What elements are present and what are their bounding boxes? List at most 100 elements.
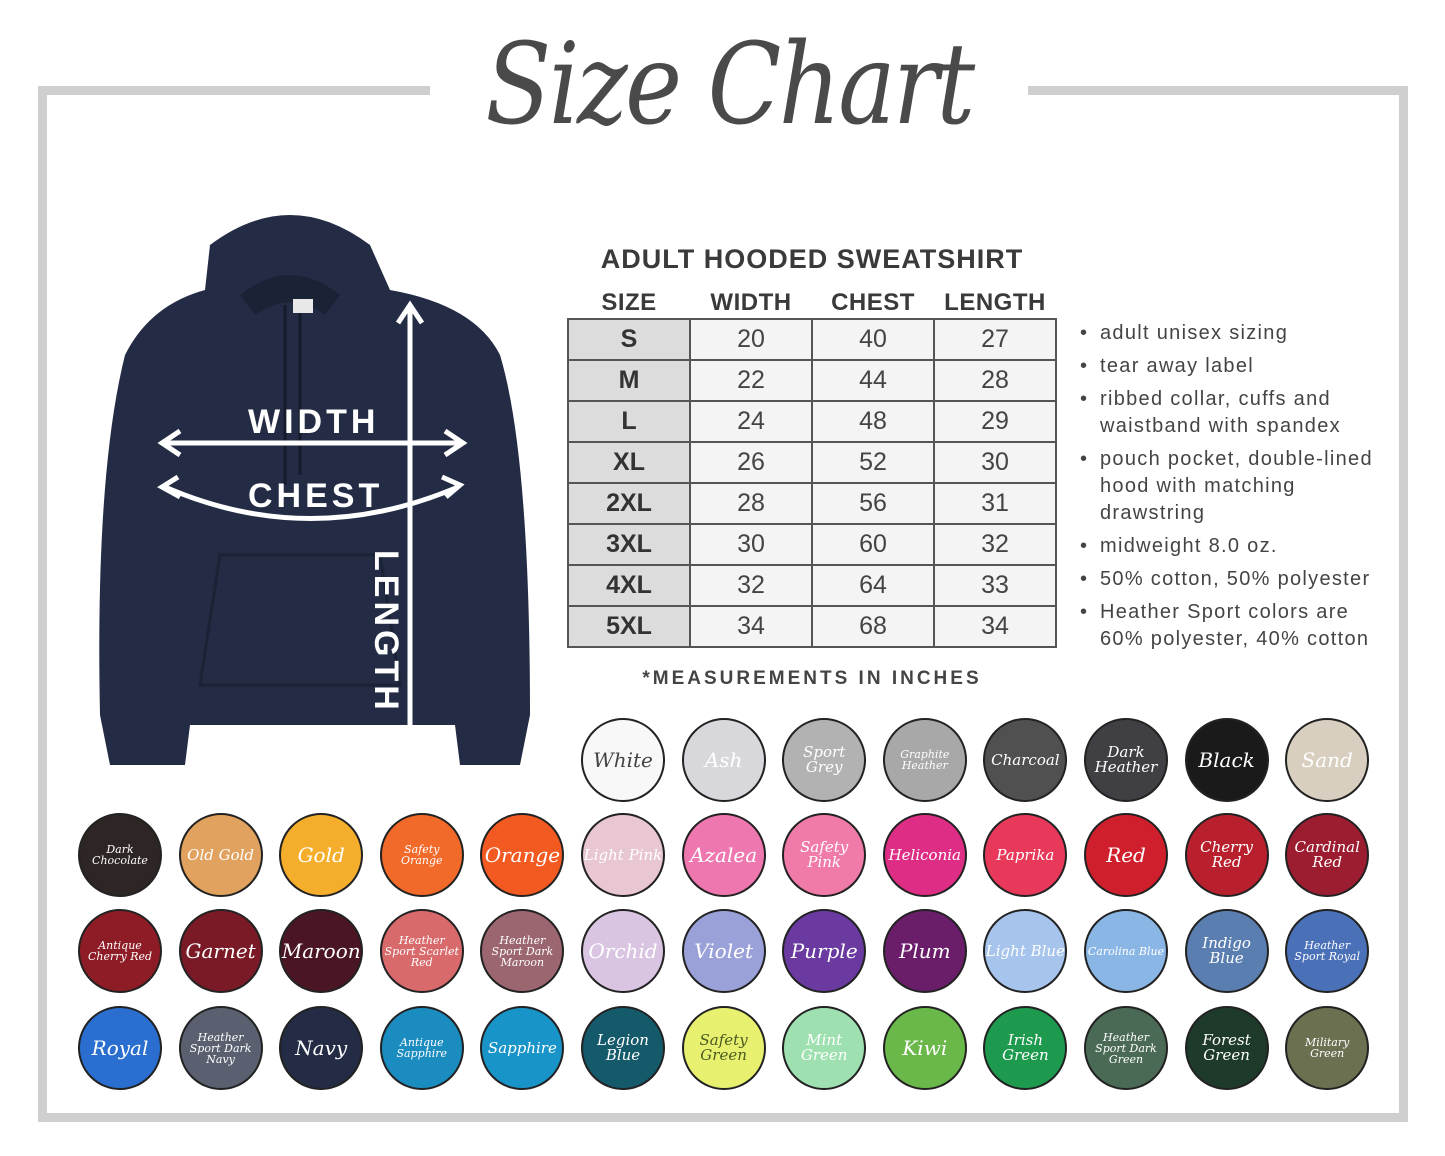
color-swatch-orange: Orange [480, 813, 565, 897]
color-swatch-heather-sport-dark-navy: Heather Sport Dark Navy [178, 1006, 263, 1090]
color-swatch-black: Black [1184, 718, 1269, 802]
table-title: ADULT HOODED SWEATSHIRT [600, 244, 1024, 274]
length-cell: 32 [933, 523, 1057, 566]
table-row: 4XL 32 64 33 [567, 564, 1057, 607]
color-swatch-antique-sapphire: Antique Sapphire [379, 1006, 464, 1090]
header-size: SIZE [601, 289, 657, 316]
chest-cell: 44 [811, 359, 935, 402]
color-swatch-antique-cherry-red: Antique Cherry Red [78, 909, 162, 993]
header-width: WIDTH [710, 289, 792, 316]
table-row: S 20 40 27 [567, 318, 1057, 361]
frame-right [1399, 86, 1408, 1122]
color-swatch-orchid: Orchid [581, 909, 665, 993]
color-swatch-gold: Gold [279, 813, 364, 897]
size-cell: 5XL [567, 605, 691, 648]
width-label: WIDTH [248, 403, 379, 441]
chest-cell: 60 [811, 523, 935, 566]
color-swatch-carolina-blue: Carolina Blue [1084, 909, 1168, 993]
length-label: LENGTH [367, 550, 405, 714]
color-swatch-legion-blue: Legion Blue [581, 1006, 665, 1090]
table-row: L 24 48 29 [567, 400, 1057, 443]
size-table: SIZE WIDTH CHEST LENGTH S 20 40 27 M 22 44 28 L 2… [567, 288, 1057, 648]
color-swatch-charcoal: Charcoal [983, 718, 1068, 802]
width-cell: 28 [689, 482, 813, 525]
length-cell: 28 [933, 359, 1057, 402]
color-swatch-cherry-red: Cherry Red [1184, 813, 1269, 897]
color-swatch-sand: Sand [1285, 718, 1370, 802]
length-cell: 29 [933, 400, 1057, 443]
chest-label: CHEST [248, 477, 383, 515]
color-swatch-sport-grey: Sport Grey [782, 718, 867, 802]
color-swatch-garnet: Garnet [178, 909, 263, 993]
color-swatch-mint-green: Mint Green [782, 1006, 867, 1090]
width-cell: 32 [689, 564, 813, 607]
size-cell: 2XL [567, 482, 691, 525]
color-swatch-old-gold: Old Gold [178, 813, 263, 897]
features-list: adult unisex sizing tear away label ribbed… [1078, 320, 1398, 659]
color-swatch-royal: Royal [78, 1006, 162, 1090]
frame-top-right [1028, 86, 1408, 95]
color-swatch-forest-green: Forest Green [1184, 1006, 1269, 1090]
frame-top-left [38, 86, 430, 95]
table-row: XL 26 52 30 [567, 441, 1057, 484]
chest-cell: 48 [811, 400, 935, 443]
color-swatch-heather-sport-dark-maroon: Heather Sport Dark Maroon [480, 909, 565, 993]
chest-cell: 56 [811, 482, 935, 525]
chest-cell: 40 [811, 318, 935, 361]
color-swatch-red: Red [1084, 813, 1168, 897]
size-cell: 4XL [567, 564, 691, 607]
chest-cell: 64 [811, 564, 935, 607]
length-cell: 30 [933, 441, 1057, 484]
feature-item: adult unisex sizing [1078, 320, 1398, 347]
size-cell: 3XL [567, 523, 691, 566]
header-length: LENGTH [944, 289, 1046, 316]
feature-item: Heather Sport colors are 60% polyester, … [1078, 599, 1398, 653]
frame-bottom [38, 1113, 1408, 1122]
length-cell: 27 [933, 318, 1057, 361]
color-swatch-dark-chocolate: Dark Chocolate [78, 813, 162, 897]
width-cell: 20 [689, 318, 813, 361]
color-swatch-heather-sport-royal: Heather Sport Royal [1285, 909, 1370, 993]
page-title: Size Chart [485, 20, 975, 150]
size-cell: S [567, 318, 691, 361]
hood-opening [240, 275, 340, 315]
length-cell: 34 [933, 605, 1057, 648]
size-cell: M [567, 359, 691, 402]
color-swatch-heather-sport-dark-green: Heather Sport Dark Green [1084, 1006, 1168, 1090]
color-swatch-sapphire: Sapphire [480, 1006, 565, 1090]
table-row: 5XL 34 68 34 [567, 605, 1057, 648]
hoodie-illustration: WIDTH CHEST LENGTH [99, 215, 531, 765]
header-chest: CHEST [831, 289, 915, 316]
measurement-note: *MEASUREMENTS IN INCHES [642, 668, 982, 689]
chest-cell: 68 [811, 605, 935, 648]
feature-item: ribbed collar, cuffs and waistband with … [1078, 386, 1398, 440]
color-swatch-maroon: Maroon [279, 909, 364, 993]
color-swatch-light-blue: Light Blue [983, 909, 1068, 993]
table-row: 2XL 28 56 31 [567, 482, 1057, 525]
width-cell: 30 [689, 523, 813, 566]
width-cell: 26 [689, 441, 813, 484]
color-swatch-safety-pink: Safety Pink [782, 813, 867, 897]
color-swatch-azalea: Azalea [681, 813, 766, 897]
color-swatch-military-green: Military Green [1285, 1006, 1370, 1090]
color-swatch-kiwi: Kiwi [882, 1006, 967, 1090]
width-cell: 22 [689, 359, 813, 402]
chest-cell: 52 [811, 441, 935, 484]
color-swatch-safety-green: Safety Green [681, 1006, 766, 1090]
frame-left [38, 86, 47, 1122]
length-cell: 33 [933, 564, 1057, 607]
feature-item: midweight 8.0 oz. [1078, 533, 1398, 560]
size-cell: XL [567, 441, 691, 484]
color-swatch-purple: Purple [782, 909, 867, 993]
color-swatch-light-pink: Light Pink [581, 813, 665, 897]
color-swatch-white: White [581, 718, 665, 802]
color-swatch-heather-sport-scarlet-red: Heather Sport Scarlet Red [379, 909, 464, 993]
feature-item: pouch pocket, double-lined hood with mat… [1078, 446, 1398, 527]
color-swatch-cardinal-red: Cardinal Red [1285, 813, 1370, 897]
color-swatch-dark-heather: Dark Heather [1084, 718, 1168, 802]
length-cell: 31 [933, 482, 1057, 525]
feature-item: tear away label [1078, 353, 1398, 380]
table-row: M 22 44 28 [567, 359, 1057, 402]
feature-item: 50% cotton, 50% polyester [1078, 566, 1398, 593]
